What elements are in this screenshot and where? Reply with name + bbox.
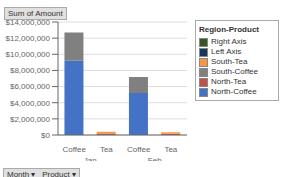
svg-text:$10,000,000: $10,000,000: [8, 50, 51, 59]
svg-text:Coffee: Coffee: [127, 145, 151, 154]
svg-text:$6,000,000: $6,000,000: [10, 82, 51, 91]
svg-text:Feb: Feb: [148, 156, 162, 161]
html-text:Left Axis: Left Axis: [211, 47, 242, 56]
html-text:Right Axis: Right Axis: [211, 37, 247, 46]
svg-text:$2,000,000: $2,000,000: [10, 115, 51, 124]
svg-text:$14,000,000: $14,000,000: [8, 18, 51, 27]
svg-text:Coffee: Coffee: [62, 145, 86, 154]
html-text:North-Coffee: North-Coffee: [211, 87, 257, 96]
html-text:South-Tea: South-Tea: [211, 57, 248, 66]
svg-text:Jan: Jan: [84, 156, 97, 161]
svg-text:$4,000,000: $4,000,000: [10, 99, 51, 108]
svg-text:$8,000,000: $8,000,000: [10, 66, 51, 75]
svg-text:Tea: Tea: [100, 145, 113, 154]
html-text:South-Coffee: South-Coffee: [211, 67, 258, 76]
html-text:North-Tea: North-Tea: [211, 77, 247, 86]
html-text:Sum of Amount: Sum of Amount: [8, 9, 63, 18]
html-text:Region-Product: Region-Product: [199, 25, 259, 34]
svg-text:$0: $0: [41, 131, 50, 140]
svg-text:$12,000,000: $12,000,000: [8, 34, 51, 43]
svg-text:Tea: Tea: [164, 145, 177, 154]
